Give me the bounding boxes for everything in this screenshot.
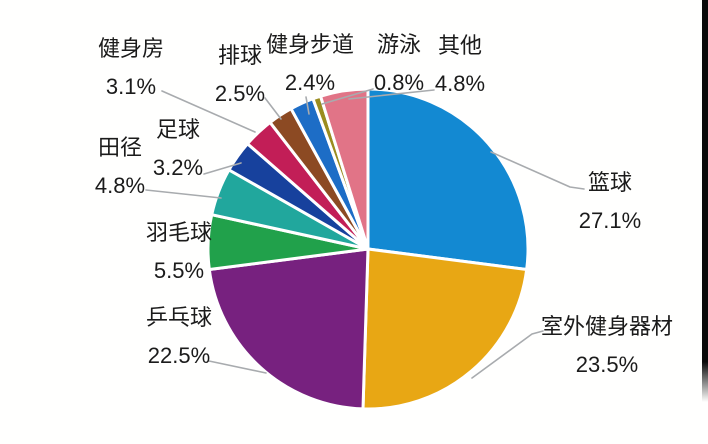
leader-line-fitness-trail <box>305 96 310 115</box>
slice-label-table-tennis: 乒乓球 22.5% <box>146 299 212 375</box>
slice-label-football: 足球 3.2% <box>153 111 203 187</box>
slice-label-fitness-trail: 健身步道 2.4% <box>266 26 354 102</box>
leader-line-gym <box>161 90 256 133</box>
pie-slice-other <box>319 87 370 251</box>
leader-line-volleyball <box>264 97 282 120</box>
slice-label-other: 其他 4.8% <box>435 27 485 103</box>
leader-line-track-and-field <box>145 189 222 199</box>
slice-label-track-and-field: 田径 4.8% <box>95 129 145 205</box>
slice-label-gym: 健身房 3.1% <box>98 30 164 106</box>
slice-label-swimming-percent: 0.8% <box>373 70 425 95</box>
slice-label-basketball: 篮球 27.1% <box>579 164 641 240</box>
slice-label-fitness-trail-percent: 2.4% <box>284 70 336 95</box>
leader-line-outdoor-fitness-equipment <box>471 330 544 379</box>
slice-label-swimming-name: 游泳 <box>376 32 421 57</box>
slice-label-table-tennis-percent: 22.5% <box>147 343 211 368</box>
slice-label-outdoor-fitness-equipment-percent: 23.5% <box>575 352 639 377</box>
slice-label-other-name: 其他 <box>437 33 482 58</box>
slice-label-badminton-percent: 5.5% <box>153 258 205 283</box>
slice-label-basketball-percent: 27.1% <box>578 208 642 233</box>
leader-lines-group <box>145 88 585 379</box>
slice-label-outdoor-fitness-equipment: 室外健身器材 23.5% <box>541 308 673 384</box>
slice-label-badminton: 羽毛球 5.5% <box>146 214 212 290</box>
pie-slice-table-tennis <box>207 247 370 411</box>
slice-label-volleyball-percent: 2.5% <box>214 81 266 106</box>
slice-label-basketball-name: 篮球 <box>587 170 633 195</box>
leader-line-football <box>203 162 242 175</box>
slice-label-volleyball: 排球 2.5% <box>215 37 265 113</box>
slice-label-table-tennis-name: 乒乓球 <box>145 305 213 330</box>
slice-label-fitness-trail-name: 健身步道 <box>265 32 355 57</box>
leader-line-swimming <box>321 88 374 105</box>
slice-label-volleyball-name: 排球 <box>217 43 262 68</box>
pie-slice-outdoor-fitness-equipment <box>361 247 529 411</box>
pie-slices-group <box>206 87 530 411</box>
slice-label-track-and-field-percent: 4.8% <box>94 173 146 198</box>
leader-line-table-tennis <box>208 360 267 374</box>
slice-label-track-and-field-name: 田径 <box>97 135 142 160</box>
slice-label-gym-name: 健身房 <box>97 36 165 61</box>
leader-line-other <box>348 89 435 100</box>
slice-label-other-percent: 4.8% <box>434 71 486 96</box>
slice-label-outdoor-fitness-equipment-name: 室外健身器材 <box>540 314 674 339</box>
slice-label-football-name: 足球 <box>155 117 200 142</box>
slice-label-badminton-name: 羽毛球 <box>145 220 213 245</box>
slice-label-swimming: 游泳 0.8% <box>374 26 424 102</box>
slice-label-football-percent: 3.2% <box>152 155 204 180</box>
screen-edge-artifact-bar <box>702 0 708 402</box>
leader-line-basketball <box>490 151 585 190</box>
slice-label-gym-percent: 3.1% <box>105 74 157 99</box>
pie-slice-basketball <box>366 87 530 272</box>
